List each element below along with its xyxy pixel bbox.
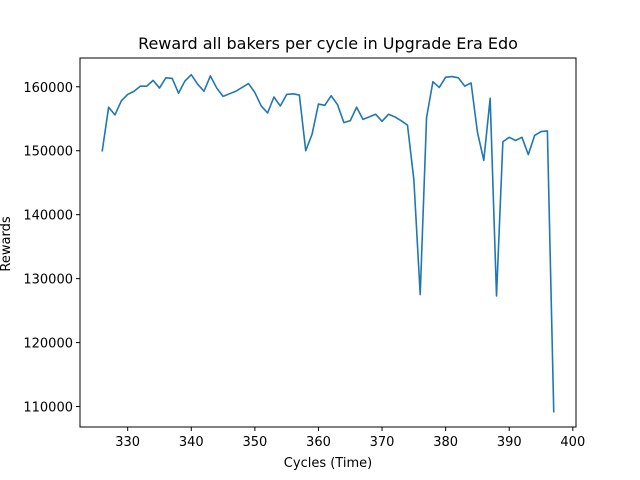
y-tick-label: 140000 [23, 209, 73, 224]
x-tick-label: 370 [370, 435, 395, 450]
x-tick-label: 400 [560, 435, 585, 450]
x-tick-label: 330 [115, 435, 140, 450]
x-tick-label: 340 [179, 435, 204, 450]
axes: 330 340 350 360 370 380 390 400 110000 120000 1300… [23, 57, 585, 450]
x-tick-label: 350 [242, 435, 267, 450]
x-axis-label: Cycles (Time) [284, 456, 372, 471]
x-tick-label: 390 [497, 435, 522, 450]
x-tick-label: 360 [306, 435, 331, 450]
y-tick-label: 130000 [23, 273, 73, 288]
y-tick-label: 160000 [23, 81, 73, 96]
y-tick-label: 150000 [23, 145, 73, 160]
y-tick-label: 110000 [23, 401, 73, 416]
y-tick-label: 120000 [23, 337, 73, 352]
x-tick-label: 380 [433, 435, 458, 450]
y-axis-label: Rewards [0, 216, 14, 271]
chart-title: Reward all bakers per cycle in Upgrade E… [138, 34, 518, 53]
axes-frame [79, 57, 577, 428]
series-line [101, 73, 555, 413]
plot-area [101, 73, 555, 413]
